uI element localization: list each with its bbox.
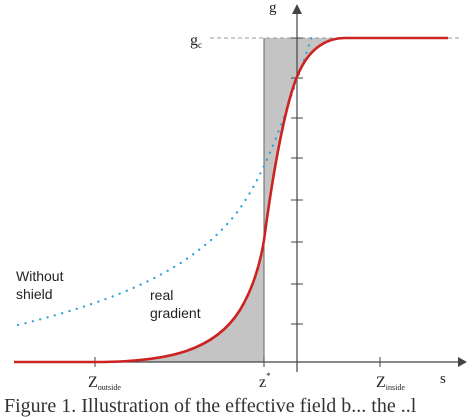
real-gradient-curve xyxy=(14,36,448,364)
shaded-area-below-curve xyxy=(95,240,264,362)
figure-caption: Figure 1. Illustration of the effective … xyxy=(4,396,417,417)
y-axis-ticks xyxy=(291,37,303,325)
shaded-area-above-curve xyxy=(264,38,345,240)
without-shield-label: Without shield xyxy=(16,268,67,302)
x-axis-arrow xyxy=(458,357,467,367)
real-gradient-label: real gradient xyxy=(150,287,201,321)
z-star-label: z* xyxy=(259,371,271,391)
gc-label: gc xyxy=(190,32,202,50)
y-axis-arrow xyxy=(292,4,302,14)
without-shield-curve xyxy=(16,34,314,327)
z-outside-label: Zoutside xyxy=(88,374,121,392)
x-axis-label: s xyxy=(440,371,446,387)
y-axis-label: g xyxy=(269,0,277,16)
z-inside-label: Zinside xyxy=(376,374,405,392)
